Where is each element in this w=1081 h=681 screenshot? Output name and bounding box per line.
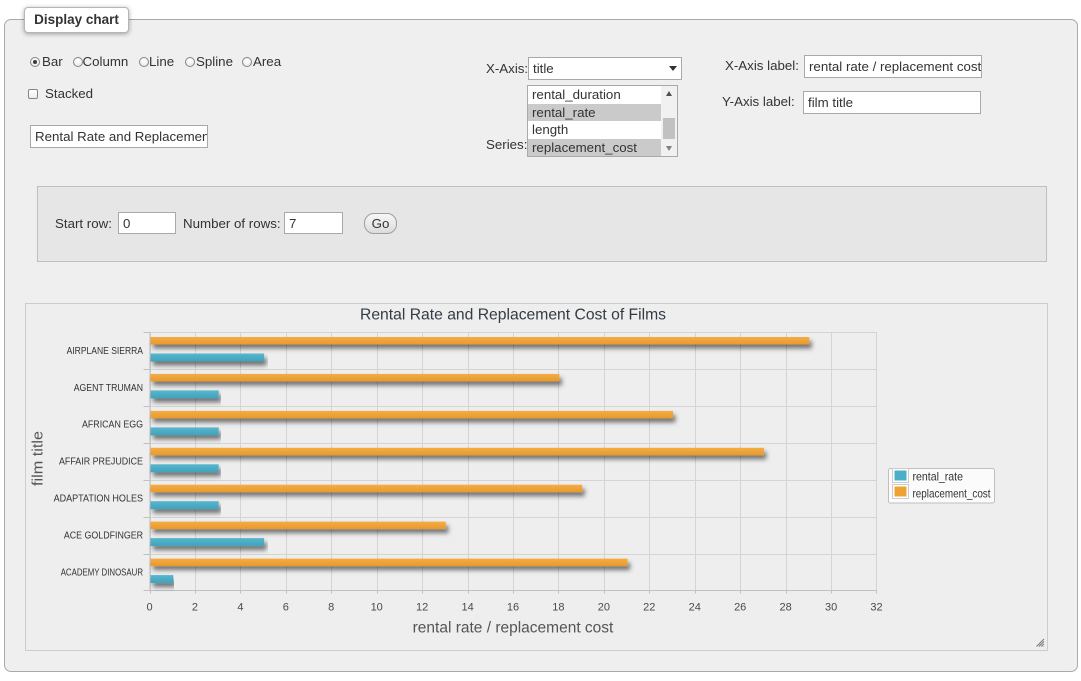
svg-text:22: 22 [643, 602, 655, 614]
svg-text:AFFAIR PREJUDICE: AFFAIR PREJUDICE [59, 457, 143, 468]
svg-text:ACADEMY DINOSAUR: ACADEMY DINOSAUR [61, 567, 143, 578]
svg-text:film title: film title [31, 431, 47, 486]
svg-text:AFRICAN EGG: AFRICAN EGG [82, 420, 143, 431]
svg-text:AGENT TRUMAN: AGENT TRUMAN [74, 383, 143, 394]
svg-text:10: 10 [371, 602, 383, 614]
svg-text:28: 28 [779, 602, 791, 614]
svg-text:2: 2 [192, 602, 198, 614]
svg-text:AIRPLANE SIERRA: AIRPLANE SIERRA [67, 346, 144, 357]
svg-text:14: 14 [461, 602, 473, 614]
svg-text:12: 12 [416, 602, 428, 614]
svg-text:18: 18 [552, 602, 564, 614]
svg-text:6: 6 [283, 602, 289, 614]
svg-text:ADAPTATION HOLES: ADAPTATION HOLES [54, 494, 144, 505]
svg-text:Rental Rate and Replacement Co: Rental Rate and Replacement Cost of Film… [360, 307, 666, 324]
svg-text:26: 26 [734, 602, 746, 614]
svg-text:32: 32 [870, 602, 882, 614]
svg-text:16: 16 [507, 602, 519, 614]
svg-text:30: 30 [825, 602, 837, 614]
svg-text:rental_rate: rental_rate [913, 469, 964, 483]
svg-text:4: 4 [237, 602, 243, 614]
svg-text:0: 0 [146, 602, 152, 614]
svg-text:ACE GOLDFINGER: ACE GOLDFINGER [64, 531, 143, 542]
svg-text:rental rate / replacement cost: rental rate / replacement cost [413, 620, 614, 637]
svg-text:8: 8 [328, 602, 334, 614]
svg-text:20: 20 [598, 602, 610, 614]
svg-text:24: 24 [689, 602, 701, 614]
svg-text:replacement_cost: replacement_cost [913, 486, 992, 500]
